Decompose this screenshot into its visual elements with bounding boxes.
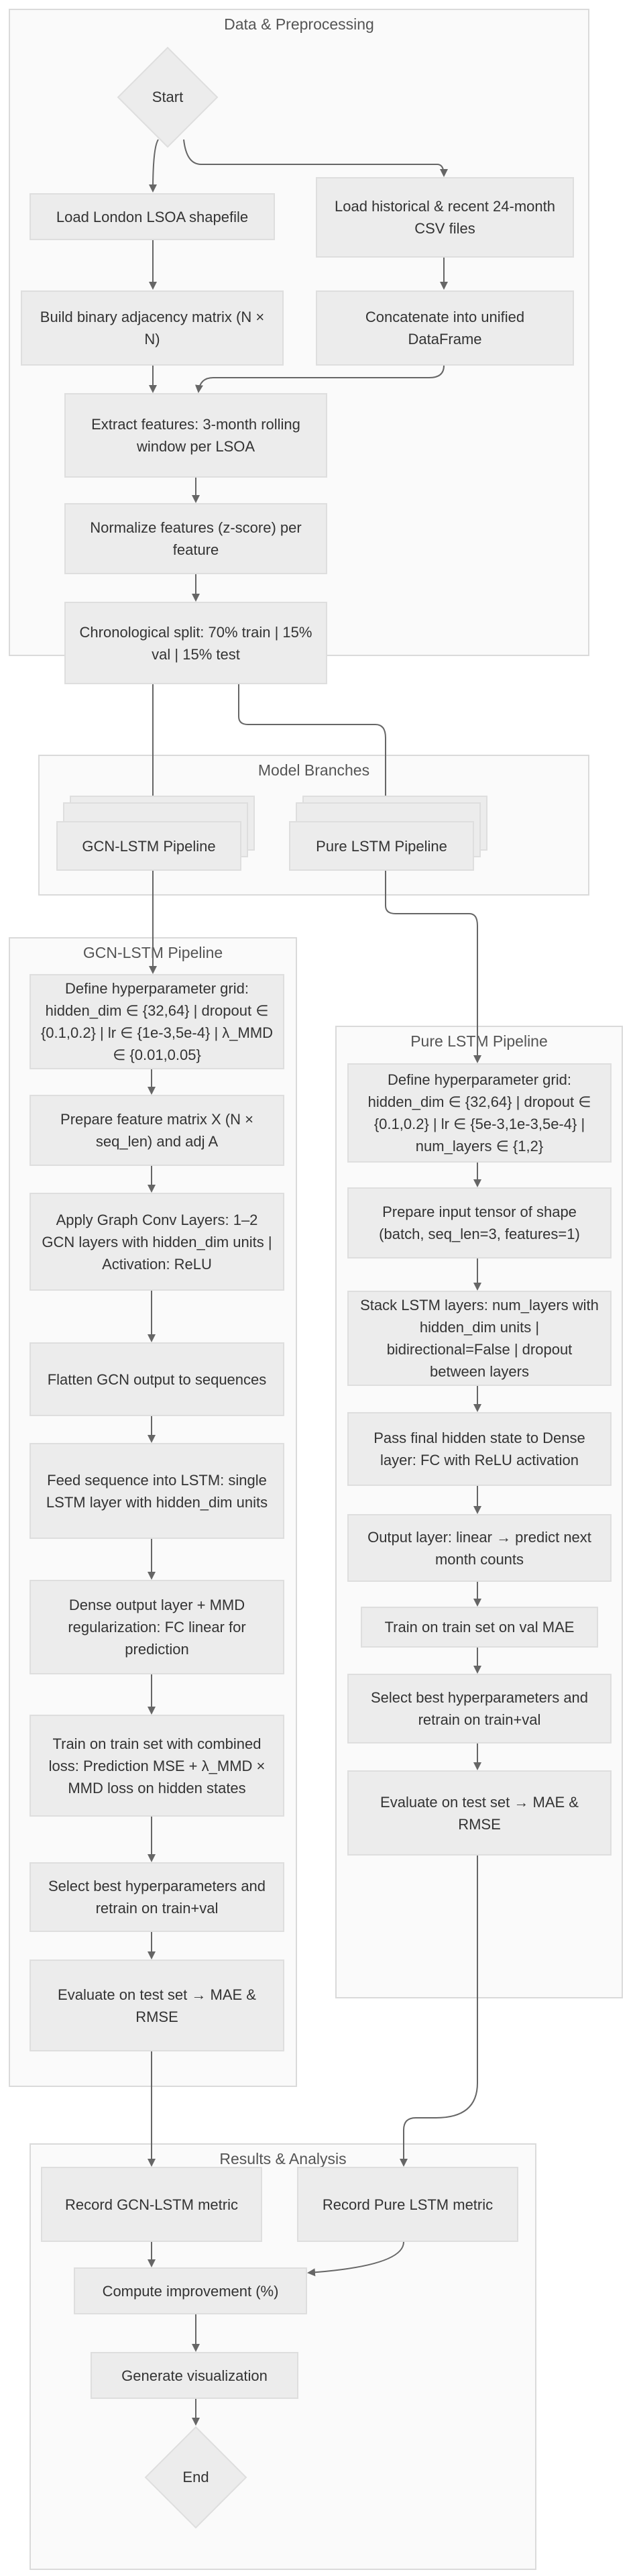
gcn-select-node: Select best hyperparameters and retrain … xyxy=(30,1862,284,1932)
gcn-train-node: Train on train set with combined loss: P… xyxy=(30,1715,284,1817)
gcn-hyperparams-node: Define hyperparameter grid: hidden_dim ∈… xyxy=(30,974,284,1069)
edge-start-shapefile xyxy=(149,139,159,193)
end-diamond-shape xyxy=(144,2426,247,2529)
edge-split-lstm-branch xyxy=(238,684,390,821)
gcn-lstm-branch-node: GCN-LSTM Pipeline xyxy=(56,821,241,871)
gcn-flatten-node: Flatten GCN output to sequences xyxy=(30,1342,284,1416)
start-label: Start xyxy=(152,89,184,105)
end-node: End xyxy=(144,2426,247,2529)
gcn-prepare-node: Prepare feature matrix X (N × seq_len) a… xyxy=(30,1095,284,1166)
record-gcn-node: Record GCN-LSTM metric xyxy=(41,2167,262,2242)
edge-concatenate-extract xyxy=(194,365,445,393)
adjacency-node: Build binary adjacency matrix (N × N) xyxy=(21,290,284,366)
split-node: Chronological split: 70% train | 15% val… xyxy=(64,602,327,684)
extract-features-node: Extract features: 3-month rolling window… xyxy=(64,393,327,478)
gcn-dense-node: Dense output layer + MMD regularization:… xyxy=(30,1580,284,1674)
edge-record-lstm-improvement xyxy=(307,2241,404,2277)
load-shapefile-node: Load London LSOA shapefile xyxy=(30,193,275,240)
record-lstm-node: Record Pure LSTM metric xyxy=(297,2167,518,2242)
improvement-node: Compute improvement (%) xyxy=(74,2267,307,2314)
start-node: Start xyxy=(117,46,219,148)
cluster-title-model-branches: Model Branches xyxy=(257,761,370,779)
gcn-lstm-node: Feed sequence into LSTM: single LSTM lay… xyxy=(30,1443,284,1539)
lstm-stack-node: Stack LSTM layers: num_layers with hidde… xyxy=(347,1291,612,1386)
gcn-graphconv-node: Apply Graph Conv Layers: 1–2 GCN layers … xyxy=(30,1193,284,1291)
lstm-output-node: Output layer: linear → predict next mont… xyxy=(347,1514,612,1582)
pure-lstm-branch-node: Pure LSTM Pipeline xyxy=(289,821,474,871)
lstm-select-node: Select best hyperparameters and retrain … xyxy=(347,1674,612,1743)
lstm-evaluate-node: Evaluate on test set → MAE & RMSE xyxy=(347,1770,612,1856)
cluster-title-results-analysis: Results & Analysis xyxy=(219,2150,347,2167)
lstm-train-node: Train on train set on val MAE xyxy=(361,1607,598,1648)
lstm-hyperparams-node: Define hyperparameter grid: hidden_dim ∈… xyxy=(347,1063,612,1163)
lstm-dense-node: Pass final hidden state to Dense layer: … xyxy=(347,1412,612,1486)
lstm-prepare-node: Prepare input tensor of shape (batch, se… xyxy=(347,1187,612,1258)
edge-lstm-branch-hyperparams xyxy=(385,871,481,1063)
concatenate-node: Concatenate into unified DataFrame xyxy=(316,290,574,366)
cluster-title-pure-lstm-pipeline: Pure LSTM Pipeline xyxy=(410,1032,548,1050)
visualization-node: Generate visualization xyxy=(91,2352,298,2399)
edge-lstm-evaluate-record xyxy=(400,1856,478,2167)
load-csv-node: Load historical & recent 24-month CSV fi… xyxy=(316,177,574,258)
gcn-evaluate-node: Evaluate on test set → MAE & RMSE xyxy=(30,1960,284,2051)
edge-start-csv xyxy=(183,139,448,177)
normalize-node: Normalize features (z-score) per feature xyxy=(64,503,327,574)
start-diamond-shape xyxy=(117,46,219,148)
end-label: End xyxy=(182,2469,209,2485)
cluster-title-data-preprocessing: Data & Preprocessing xyxy=(224,15,374,33)
